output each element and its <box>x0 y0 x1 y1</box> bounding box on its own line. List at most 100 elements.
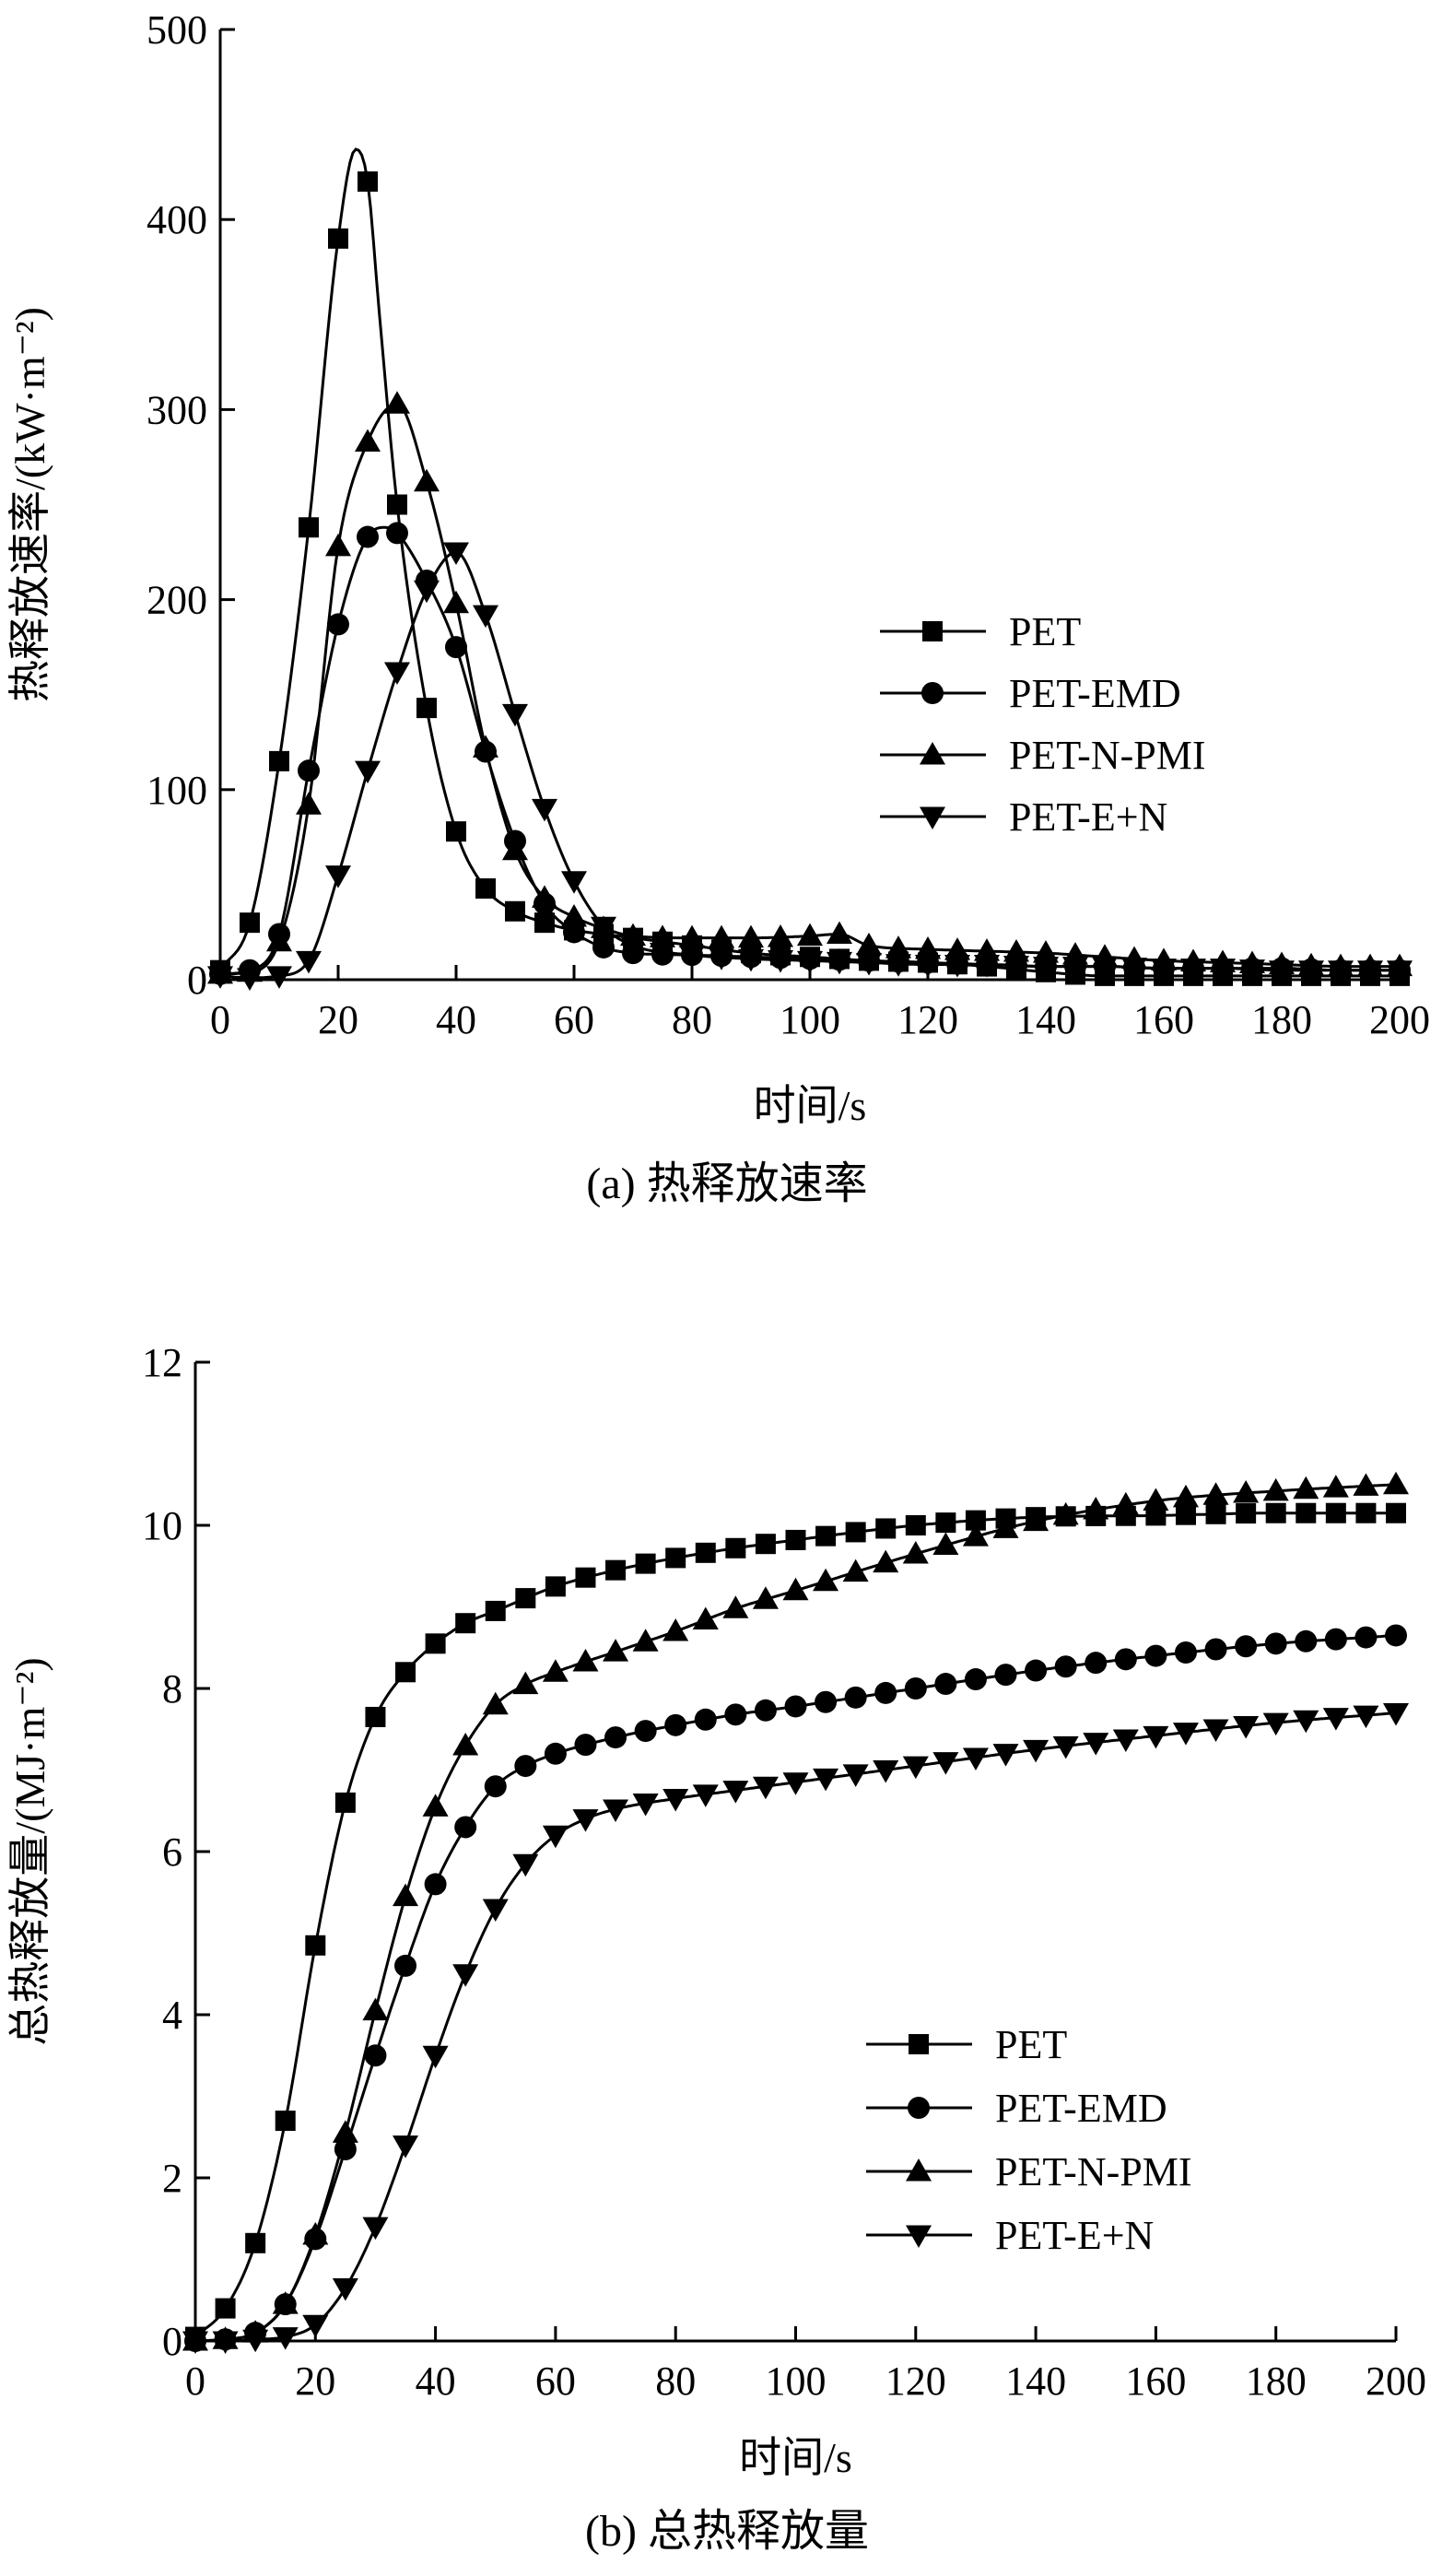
data-point <box>1033 957 1059 980</box>
x-tick-label: 180 <box>1246 2358 1307 2404</box>
data-point <box>358 171 378 192</box>
legend-marker <box>908 2097 930 2119</box>
x-tick-label: 180 <box>1251 997 1312 1042</box>
data-point <box>1387 960 1413 983</box>
data-point <box>797 923 823 947</box>
data-point <box>962 1747 989 1771</box>
data-point <box>296 950 322 974</box>
data-point <box>502 837 528 861</box>
data-point <box>709 924 734 948</box>
data-point <box>1151 959 1177 982</box>
data-point <box>692 1784 719 1807</box>
data-point <box>738 924 764 948</box>
data-point <box>694 1708 717 1731</box>
data-point <box>245 2232 266 2253</box>
data-point <box>394 1954 417 1977</box>
data-point <box>561 871 587 894</box>
data-point <box>545 1576 566 1597</box>
data-point <box>514 1755 537 1778</box>
data-point <box>902 1540 929 1564</box>
data-point <box>484 1775 507 1798</box>
x-tick-label: 120 <box>885 2358 946 2404</box>
legend-label: PET-N-PMI <box>1009 733 1206 778</box>
series-PET-N-PMI <box>207 391 1413 984</box>
data-point <box>542 1825 569 1849</box>
data-point <box>1298 960 1324 983</box>
data-point <box>425 1633 446 1654</box>
y-tick-label: 0 <box>162 2319 182 2364</box>
data-point <box>532 885 557 908</box>
data-point <box>237 968 263 991</box>
series-line <box>218 147 1400 978</box>
data-point <box>650 924 675 947</box>
data-point <box>725 1537 746 1559</box>
data-point <box>842 1559 869 1582</box>
data-point <box>603 1799 629 1822</box>
legend-label: PET-EMD <box>995 2086 1167 2131</box>
data-point <box>325 533 351 557</box>
data-point <box>296 792 322 815</box>
data-point <box>362 1997 389 2021</box>
data-point <box>604 1726 627 1749</box>
x-axis-title: 时间/s <box>754 1082 867 1129</box>
legend-label: PET <box>995 2022 1067 2067</box>
data-point <box>915 955 941 978</box>
data-point <box>1114 1648 1137 1671</box>
data-point <box>1202 1482 1229 1505</box>
legend-marker <box>906 2225 932 2248</box>
data-point <box>1386 1502 1406 1523</box>
x-tick-label: 80 <box>655 2358 696 2404</box>
y-tick-label: 10 <box>142 1503 182 1548</box>
series-line <box>194 1511 1396 2338</box>
data-point <box>325 865 351 888</box>
y-tick-label: 4 <box>162 1993 182 2038</box>
data-point <box>873 1549 899 1573</box>
data-point <box>605 1559 627 1581</box>
data-point <box>905 1515 926 1535</box>
series-PET-E+N <box>207 542 1413 991</box>
series-PET-E+N <box>182 1703 1409 2354</box>
x-axis-title: 时间/s <box>739 2434 852 2481</box>
data-point <box>424 1873 447 1896</box>
x-tick-label: 80 <box>672 997 712 1042</box>
y-tick-label: 6 <box>162 1829 182 1875</box>
data-point <box>994 1664 1017 1687</box>
data-point <box>1023 1508 1049 1532</box>
legend-marker <box>920 742 945 765</box>
data-point <box>722 1781 749 1804</box>
data-point <box>1262 1477 1289 1501</box>
data-point <box>1054 1655 1077 1678</box>
data-point <box>1143 1488 1169 1511</box>
data-point <box>1175 1504 1196 1525</box>
data-point <box>266 966 292 989</box>
data-point <box>1293 1476 1319 1500</box>
y-tick-label: 200 <box>147 578 207 623</box>
legend-marker <box>909 2034 929 2054</box>
data-point <box>768 949 793 973</box>
data-point <box>446 821 466 842</box>
data-point <box>485 1600 506 1621</box>
data-point <box>454 1816 477 1839</box>
data-point <box>932 1532 959 1556</box>
x-tick-label: 140 <box>1015 997 1076 1042</box>
data-point <box>965 1510 986 1531</box>
data-point <box>534 912 555 934</box>
legend-marker <box>920 806 945 829</box>
data-point <box>1328 960 1354 983</box>
data-point <box>414 580 440 604</box>
data-point <box>722 1595 749 1618</box>
legend-marker <box>922 621 943 641</box>
data-point <box>815 1525 837 1547</box>
data-point <box>384 662 410 685</box>
data-point <box>473 735 498 758</box>
series-PET-EMD <box>184 1624 1407 2352</box>
data-point <box>964 1668 987 1691</box>
data-point <box>784 1695 807 1718</box>
legend-label: PET-E+N <box>1009 794 1167 840</box>
chart-caption: (b) 总热释放量 <box>585 2507 869 2556</box>
data-point <box>1293 1710 1319 1734</box>
data-point <box>416 698 437 719</box>
data-point <box>1295 1629 1318 1653</box>
data-point <box>532 798 557 822</box>
data-point <box>266 928 292 952</box>
